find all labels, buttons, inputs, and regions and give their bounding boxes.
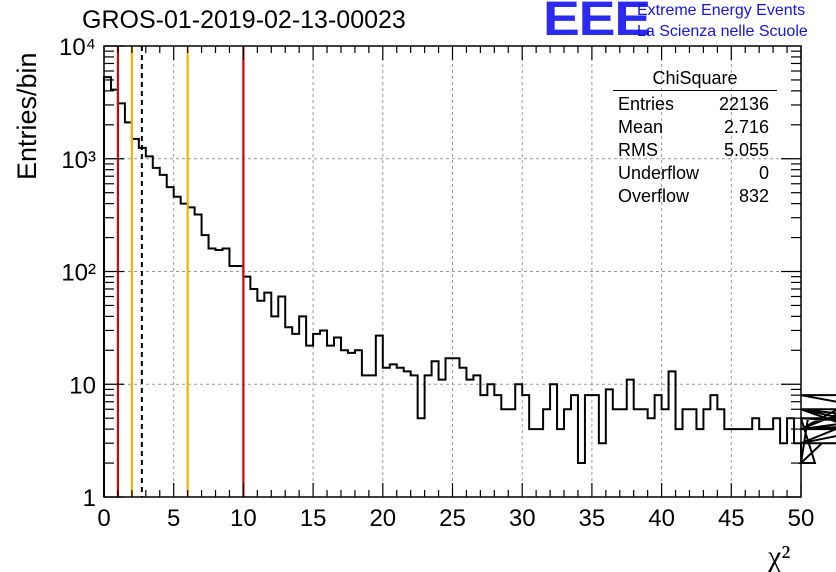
stats-value: 0 bbox=[758, 163, 769, 183]
x-tick-label: 0 bbox=[97, 505, 110, 532]
stats-label: RMS bbox=[618, 140, 658, 160]
y-axis-title: Entries/bin bbox=[12, 52, 42, 180]
logo-line-2: La Scienza nelle Scuole bbox=[637, 23, 808, 40]
axis-ticks bbox=[103, 45, 802, 498]
y-tick-label: 1 bbox=[83, 485, 96, 512]
y-tick-label: 10 bbox=[69, 372, 96, 399]
x-tick-label: 10 bbox=[230, 505, 257, 532]
y-tick-label: 10⁴ bbox=[59, 34, 96, 61]
stats-label: Overflow bbox=[618, 186, 690, 206]
stats-value: 832 bbox=[738, 186, 769, 206]
chart-title: GROS-01-2019-02-13-00023 bbox=[82, 6, 406, 34]
x-tick-labels: 0 5 10 15 20 25 30 35 40 45 50 bbox=[97, 505, 814, 532]
x-tick-label: 30 bbox=[509, 505, 536, 532]
stats-box: ChiSquare Entries 22136 Mean 2.716 RMS 5… bbox=[613, 68, 777, 208]
x-tick-label: 40 bbox=[648, 505, 675, 532]
grid-lines bbox=[104, 46, 801, 497]
x-tick-label: 15 bbox=[300, 505, 327, 532]
stats-value: 2.716 bbox=[723, 117, 769, 137]
stats-label: Mean bbox=[618, 117, 664, 137]
stats-row: Entries 22136 bbox=[613, 93, 777, 116]
y-tick-labels: 1 10 10² 10³ 10⁴ bbox=[59, 34, 96, 512]
x-tick-label: 20 bbox=[369, 505, 396, 532]
x-tick-label: 50 bbox=[788, 505, 815, 532]
stats-row: Mean 2.716 bbox=[613, 116, 777, 139]
stats-row: Overflow 832 bbox=[613, 185, 777, 208]
x-tick-label: 45 bbox=[718, 505, 745, 532]
stats-label: Entries bbox=[618, 94, 675, 114]
stats-row: Underflow 0 bbox=[613, 162, 777, 185]
stats-label: Underflow bbox=[618, 163, 700, 183]
x-tick-label: 5 bbox=[167, 505, 180, 532]
histogram-line bbox=[103, 76, 836, 497]
x-axis-title: χ² bbox=[767, 540, 790, 572]
x-tick-label: 35 bbox=[579, 505, 606, 532]
logo-line-1: Extreme Energy Events bbox=[637, 2, 806, 19]
stats-row: RMS 5.055 bbox=[613, 139, 777, 162]
y-tick-label: 10² bbox=[61, 260, 96, 287]
x-tick-label: 25 bbox=[439, 505, 466, 532]
stats-value: 5.055 bbox=[723, 140, 769, 160]
stats-title: ChiSquare bbox=[613, 68, 777, 91]
y-tick-label: 10³ bbox=[61, 147, 96, 174]
eee-logo: EEE bbox=[543, 0, 651, 46]
stats-value: 22136 bbox=[718, 94, 769, 114]
